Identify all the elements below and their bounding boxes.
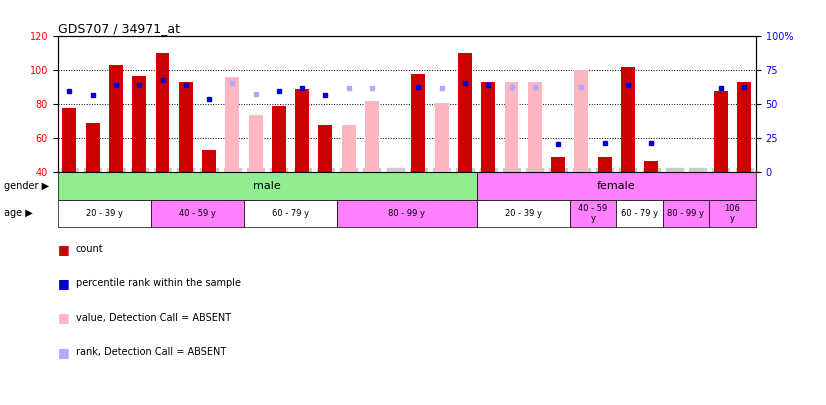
Bar — [155, 53, 169, 173]
Text: rank, Detection Call = ABSENT: rank, Detection Call = ABSENT — [76, 347, 226, 357]
Text: 60 - 79 y: 60 - 79 y — [621, 209, 658, 218]
Bar — [365, 101, 379, 173]
Text: ■: ■ — [58, 346, 69, 359]
Text: age ▶: age ▶ — [4, 208, 33, 218]
Bar — [86, 123, 100, 173]
Bar — [662, 200, 710, 227]
Bar — [411, 74, 425, 173]
Text: ■: ■ — [58, 277, 69, 290]
Bar — [482, 82, 496, 173]
Bar — [318, 125, 332, 173]
Bar — [58, 200, 151, 227]
Text: count: count — [76, 244, 103, 254]
Text: male: male — [254, 181, 281, 191]
Bar — [644, 160, 658, 173]
Bar — [178, 82, 192, 173]
Text: 60 - 79 y: 60 - 79 y — [272, 209, 309, 218]
Text: 40 - 59
y: 40 - 59 y — [578, 203, 608, 223]
Bar — [621, 67, 635, 173]
Bar — [58, 173, 477, 200]
Text: gender ▶: gender ▶ — [4, 181, 50, 191]
Text: 40 - 59 y: 40 - 59 y — [179, 209, 216, 218]
Bar — [477, 173, 756, 200]
Bar — [570, 200, 616, 227]
Text: 20 - 39 y: 20 - 39 y — [505, 209, 542, 218]
Text: percentile rank within the sample: percentile rank within the sample — [76, 279, 241, 288]
Bar — [574, 70, 588, 173]
Text: 80 - 99 y: 80 - 99 y — [667, 209, 705, 218]
Bar — [272, 106, 286, 173]
Bar — [616, 200, 662, 227]
Bar — [458, 53, 472, 173]
Bar — [337, 200, 477, 227]
Bar — [63, 108, 77, 173]
Bar — [477, 200, 570, 227]
Text: 20 - 39 y: 20 - 39 y — [86, 209, 123, 218]
Bar — [505, 82, 519, 173]
Bar — [109, 65, 123, 173]
Bar — [342, 125, 356, 173]
Text: ■: ■ — [58, 243, 69, 256]
Bar — [434, 103, 449, 173]
Text: 106
y: 106 y — [724, 203, 740, 223]
Bar — [249, 115, 263, 173]
Bar — [202, 150, 216, 173]
Text: 80 - 99 y: 80 - 99 y — [388, 209, 425, 218]
Bar — [597, 157, 611, 173]
Text: female: female — [597, 181, 635, 191]
Bar — [132, 76, 146, 173]
Bar — [551, 157, 565, 173]
Bar — [244, 200, 337, 227]
Bar — [737, 82, 751, 173]
Bar — [528, 82, 542, 173]
Bar — [225, 77, 240, 173]
Bar — [714, 91, 728, 173]
Text: ■: ■ — [58, 311, 69, 324]
Bar — [295, 89, 309, 173]
Text: GDS707 / 34971_at: GDS707 / 34971_at — [58, 22, 180, 35]
Bar — [710, 200, 756, 227]
Bar — [151, 200, 244, 227]
Text: value, Detection Call = ABSENT: value, Detection Call = ABSENT — [76, 313, 231, 323]
